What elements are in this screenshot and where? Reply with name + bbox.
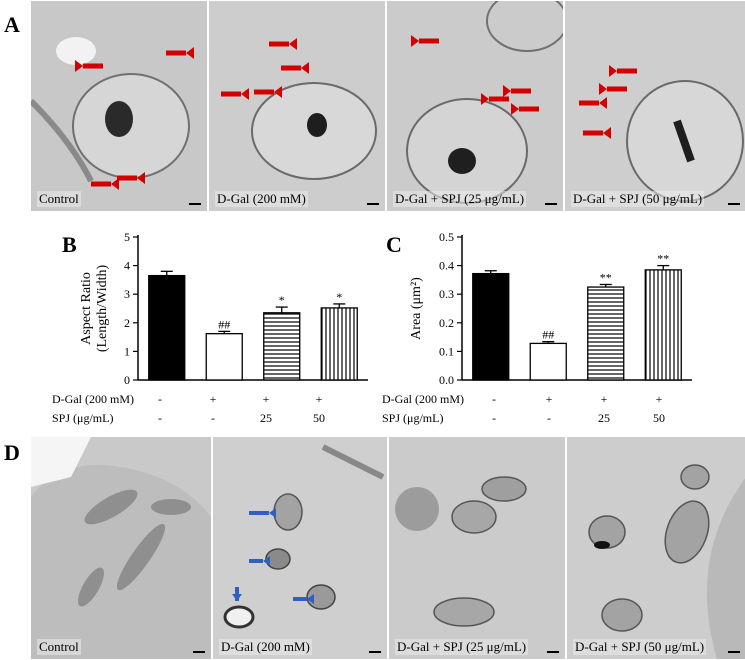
scale-bar: [728, 651, 740, 653]
spj-value: -: [492, 411, 496, 425]
significance-label: **: [657, 252, 669, 266]
dgal-label-c: D-Gal (200 mM): [382, 392, 464, 406]
micrograph-a-control: Control: [30, 0, 208, 212]
micrograph-caption: D-Gal (200 mM): [219, 639, 312, 655]
scale-bar: [367, 203, 379, 205]
micrograph-d-control: Control: [30, 436, 212, 660]
significance-label: ##: [542, 328, 554, 342]
spj-value: 50: [313, 411, 325, 425]
micrograph-d-dgal: D-Gal (200 mM): [212, 436, 388, 660]
spj-value: 25: [260, 411, 272, 425]
micrograph-d-dgal-image: [213, 437, 387, 659]
scale-bar: [728, 203, 740, 205]
significance-label: *: [336, 290, 342, 304]
spj-label-c: SPJ (μg/mL): [382, 411, 444, 425]
bar: [320, 307, 358, 381]
y-tick-label: 0.4: [439, 259, 454, 273]
y-tick-label: 0.0: [439, 373, 454, 387]
dgal-value: +: [262, 392, 270, 406]
spj-value: -: [158, 411, 162, 425]
dgal-value: +: [209, 392, 217, 406]
y-tick-label: 0.1: [439, 344, 454, 358]
micrograph-d-control-image: [31, 437, 211, 659]
bar: [529, 342, 567, 381]
scale-bar: [193, 651, 205, 653]
significance-label: *: [279, 293, 285, 307]
dgal-value: -: [492, 392, 496, 406]
micrograph-d-spj25: D-Gal + SPJ (25 μg/mL): [388, 436, 566, 660]
bar: [205, 333, 243, 381]
dgal-value: +: [545, 392, 553, 406]
micrograph-caption: D-Gal + SPJ (25 μg/mL): [393, 191, 527, 207]
micrograph-a-spj50-image: [565, 1, 745, 211]
y-axis-label: Aspect Ratio: [79, 272, 94, 345]
y-tick-label: 1: [124, 344, 130, 358]
scale-bar: [547, 651, 559, 653]
dgal-value: -: [158, 392, 162, 406]
y-tick-label: 0.3: [439, 287, 454, 301]
micrograph-a-spj50: D-Gal + SPJ (50 μg/mL): [564, 0, 745, 212]
y-tick-label: 2: [124, 316, 130, 330]
significance-label: **: [600, 270, 612, 284]
bar: [587, 286, 625, 381]
bar: [472, 272, 510, 381]
bar: [263, 312, 301, 381]
y-tick-label: 5: [124, 230, 130, 244]
micrograph-d-spj50-image: [567, 437, 745, 659]
micrograph-a-control-image: [31, 1, 207, 211]
dgal-value: +: [600, 392, 608, 406]
micrograph-d-spj50: D-Gal + SPJ (50 μg/mL): [566, 436, 745, 660]
micrograph-caption: Control: [37, 191, 81, 207]
micrograph-d-spj25-image: [389, 437, 565, 659]
dgal-value: +: [655, 392, 663, 406]
micrograph-a-spj25: D-Gal + SPJ (25 μg/mL): [386, 0, 564, 212]
micrograph-a-dgal-image: [209, 1, 385, 211]
y-axis-label: Area (μm²): [409, 277, 424, 340]
spj-value: 25: [598, 411, 610, 425]
micrograph-caption: D-Gal (200 mM): [215, 191, 308, 207]
dgal-value: +: [315, 392, 323, 406]
bar: [644, 269, 682, 381]
y-tick-label: 0.5: [439, 230, 454, 244]
dgal-label-b: D-Gal (200 mM): [52, 392, 134, 406]
chart-b-aspect-ratio: 0 1 2 3 4 5 Aspect Ratio (Length/Width) ## * *: [79, 230, 368, 387]
y-tick-label: 4: [124, 259, 130, 273]
spj-value: -: [547, 411, 551, 425]
micrograph-caption: Control: [37, 639, 81, 655]
panel-label-b: B: [62, 232, 77, 257]
scale-bar: [189, 203, 201, 205]
bar: [148, 274, 186, 381]
scale-bar: [545, 203, 557, 205]
micrograph-caption: D-Gal + SPJ (50 μg/mL): [571, 191, 705, 207]
scale-bar: [369, 651, 381, 653]
spj-value: 50: [653, 411, 665, 425]
significance-label: ##: [218, 317, 230, 331]
y-tick-label: 0: [124, 373, 130, 387]
panel-label-a: A: [4, 12, 20, 37]
y-axis-label: (Length/Width): [95, 265, 110, 353]
micrograph-a-dgal: D-Gal (200 mM): [208, 0, 386, 212]
panel-label-c: C: [386, 232, 402, 257]
panel-label-d: D: [4, 440, 20, 465]
spj-value: -: [211, 411, 215, 425]
micrograph-a-spj25-image: [387, 1, 563, 211]
y-tick-label: 0.2: [439, 316, 454, 330]
spj-label-b: SPJ (μg/mL): [52, 411, 114, 425]
y-tick-label: 3: [124, 287, 130, 301]
micrograph-caption: D-Gal + SPJ (50 μg/mL): [573, 639, 707, 655]
chart-c-area: 0.0 0.1 0.2 0.3 0.4 0.5 Area (μm²) ## ** **: [409, 230, 692, 387]
micrograph-caption: D-Gal + SPJ (25 μg/mL): [395, 639, 529, 655]
